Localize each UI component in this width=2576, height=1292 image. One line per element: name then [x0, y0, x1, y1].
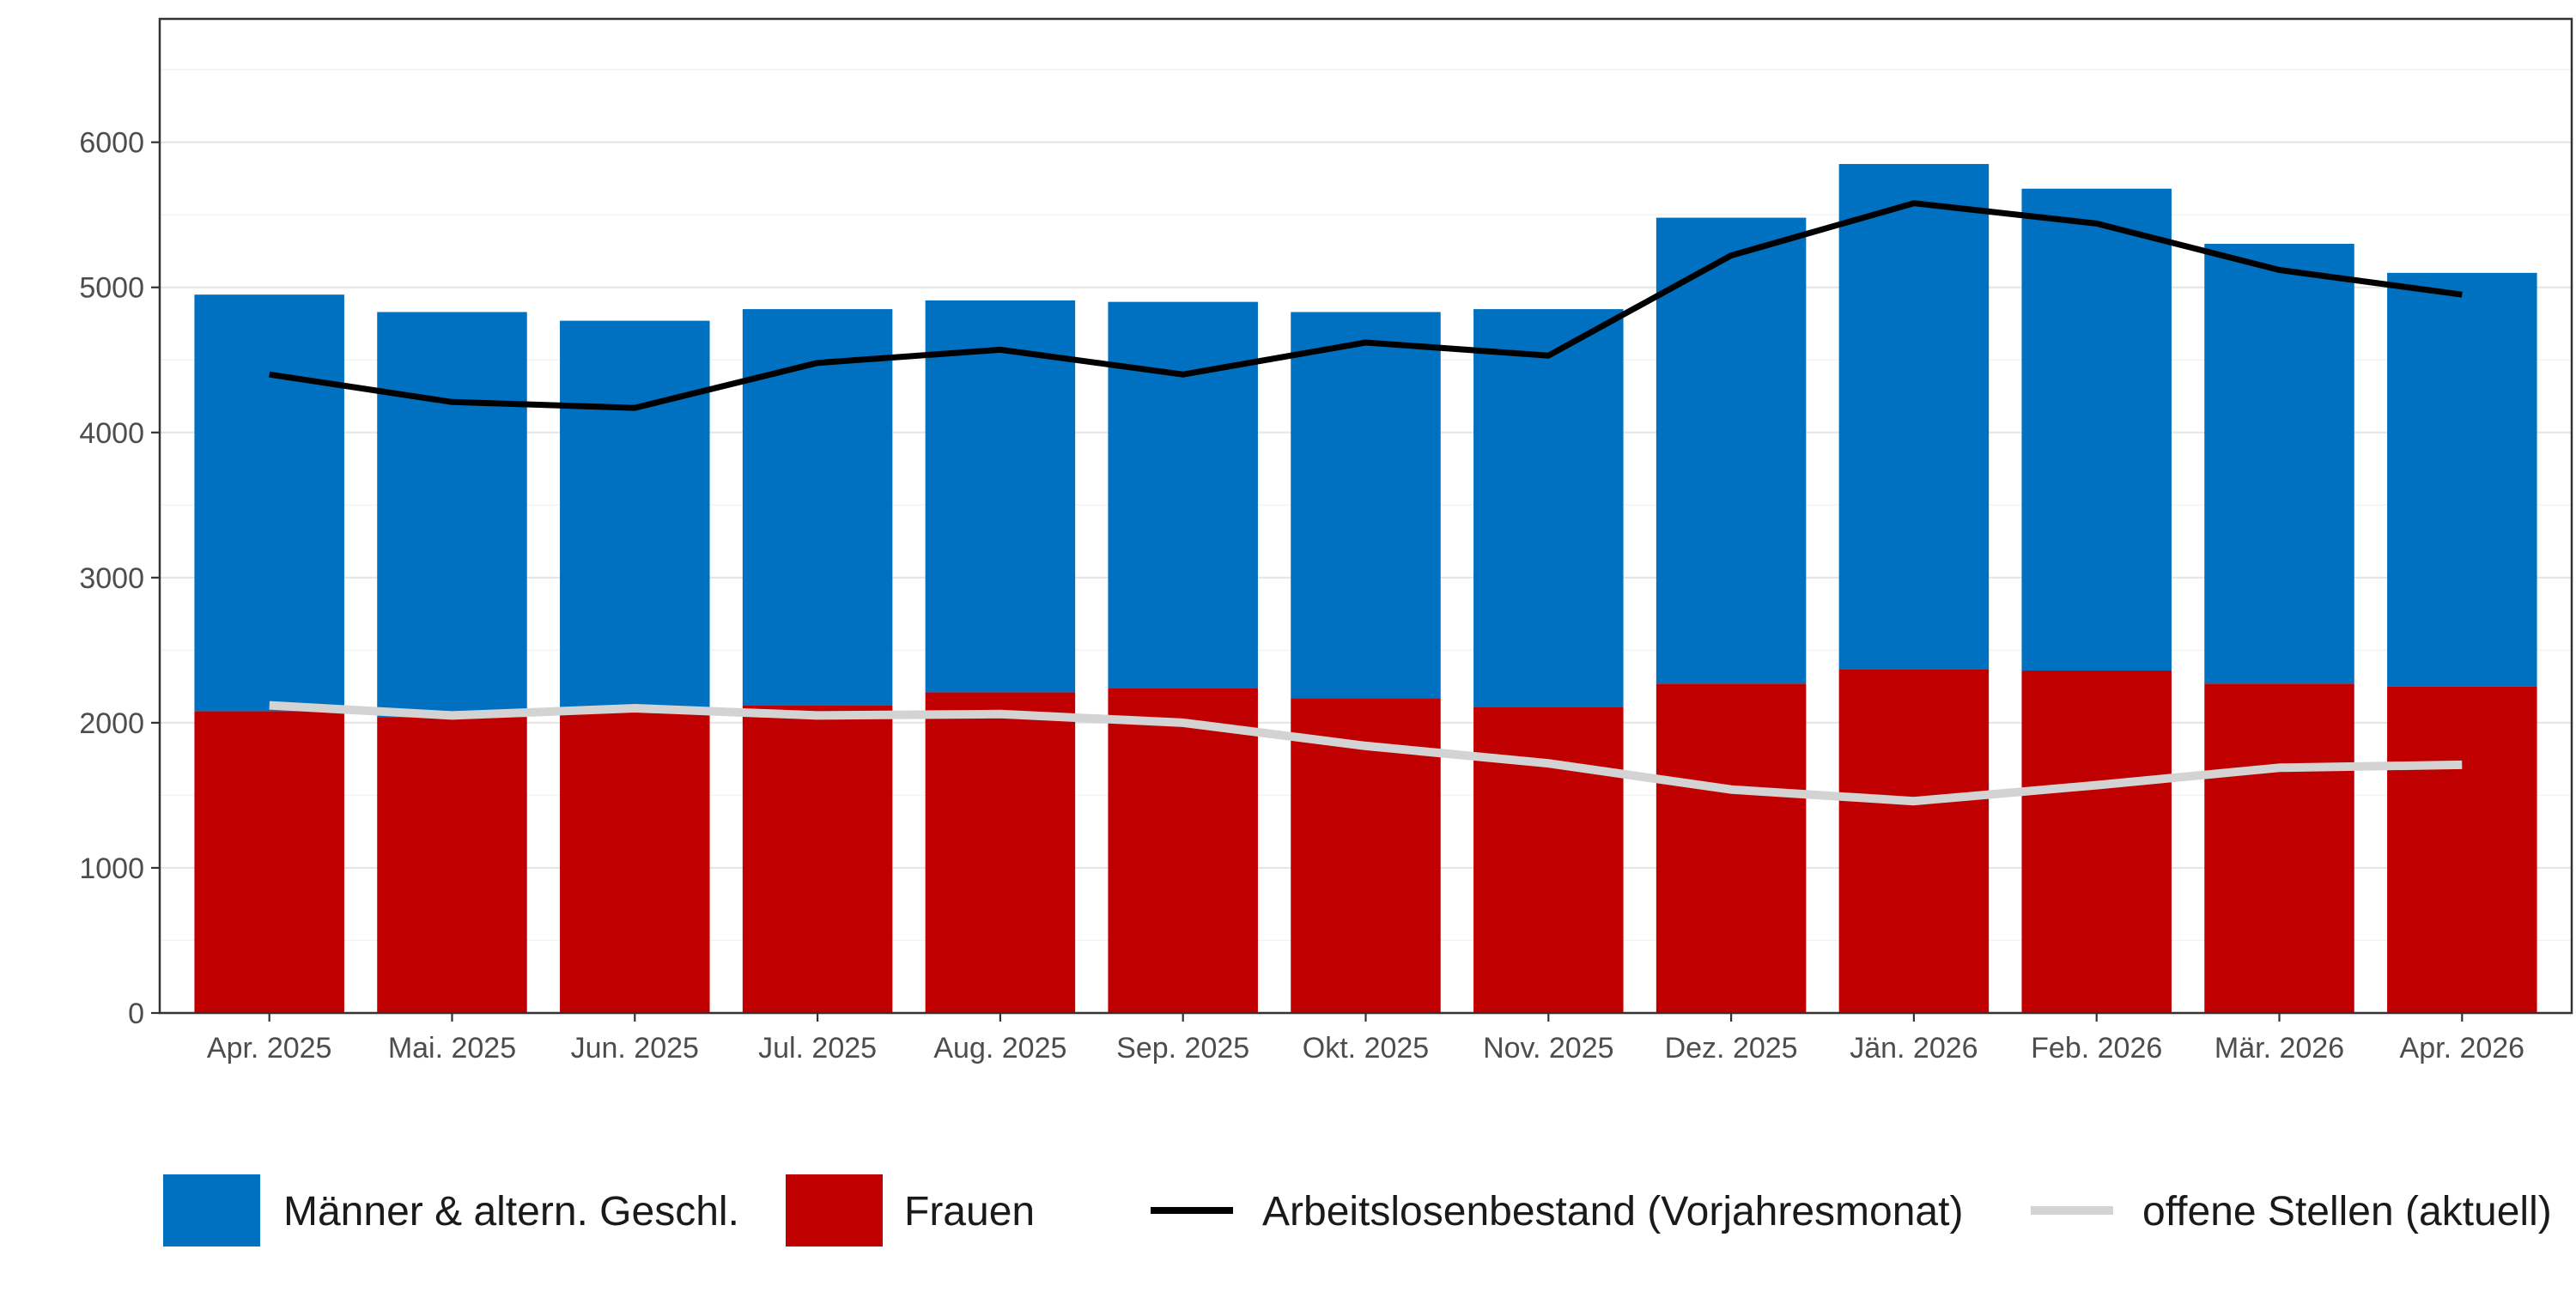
bar-manner-altern-geschl-mai-2025: [377, 312, 527, 718]
x-tick-label: Apr. 2025: [207, 1032, 332, 1065]
bars: [194, 164, 2537, 1013]
bar-manner-altern-geschl-aug-2025: [925, 300, 1076, 693]
legend-label-offene-stellen-aktuell: offene Stellen (aktuell): [2142, 1189, 2552, 1234]
y-tick-label: 3000: [79, 562, 144, 595]
x-tick-label: Nov. 2025: [1483, 1032, 1613, 1065]
bar-frauen-feb-2026: [2021, 670, 2172, 1013]
line-offene-stellen-aktuell: [269, 701, 2463, 806]
bar-manner-altern-geschl-mar-2026: [2204, 244, 2354, 684]
bar-frauen-dez-2025: [1656, 683, 1807, 1013]
line-arbeitslosenbestand-vorjahresmonat: [269, 200, 2463, 411]
bar-frauen-apr-2026: [2387, 686, 2537, 1013]
bar-manner-altern-geschl-okt-2025: [1291, 312, 1441, 699]
bar-frauen-nov-2025: [1473, 707, 1624, 1013]
y-tick-label: 2000: [79, 707, 144, 740]
bar-frauen-jun-2025: [560, 711, 710, 1013]
bar-manner-altern-geschl-apr-2026: [2387, 272, 2537, 687]
bar-frauen-mai-2025: [377, 717, 527, 1013]
legend-label-frauen: Frauen: [904, 1189, 1035, 1234]
bar-manner-altern-geschl-sep-2025: [1108, 301, 1258, 688]
series-lines: [269, 200, 2463, 806]
x-tick-label: Apr. 2026: [2400, 1032, 2525, 1065]
bar-manner-altern-geschl-apr-2025: [194, 294, 344, 712]
legend-label-manner-altern-geschl: Männer & altern. Geschl.: [283, 1189, 739, 1234]
bar-manner-altern-geschl-nov-2025: [1473, 309, 1624, 707]
x-tick-label: Jän. 2026: [1850, 1032, 1978, 1065]
y-tick-label: 0: [128, 998, 144, 1030]
x-tick-label: Mär. 2026: [2215, 1032, 2344, 1065]
y-tick-label: 1000: [79, 852, 144, 885]
bar-frauen-sep-2025: [1108, 688, 1258, 1013]
bar-frauen-jul-2025: [742, 705, 893, 1013]
bar-frauen-aug-2025: [925, 692, 1076, 1013]
axes: 0 1000 2000 3000 4000 5000 6000 Apr. 2025 Mai. 2…: [79, 127, 2524, 1065]
bar-manner-altern-geschl-jun-2025: [560, 320, 710, 712]
x-tick-label: Mai. 2025: [388, 1032, 516, 1065]
bar-frauen-mar-2026: [2204, 683, 2354, 1013]
legend: Männer & altern. Geschl. Frauen Arbeitslos…: [163, 1174, 2552, 1247]
legend-key-frauen: [786, 1174, 883, 1247]
x-tick-label: Okt. 2025: [1303, 1032, 1429, 1065]
x-tick-label: Sep. 2025: [1116, 1032, 1249, 1065]
x-tick-label: Feb. 2026: [2031, 1032, 2162, 1065]
bar-frauen-jan-2026: [1838, 669, 1990, 1013]
bar-frauen-apr-2025: [194, 711, 344, 1013]
x-tick-label: Aug. 2025: [933, 1032, 1066, 1065]
legend-label-arbeitslosenbestand-vorjahresmonat: Arbeitslosenbestand (Vorjahresmonat): [1262, 1189, 1963, 1234]
bar-manner-altern-geschl-feb-2026: [2021, 188, 2172, 671]
x-tick-label: Jun. 2025: [571, 1032, 699, 1065]
y-tick-label: 5000: [79, 272, 144, 305]
y-tick-label: 6000: [79, 127, 144, 160]
legend-key-manner-altern-geschl: [163, 1174, 260, 1247]
bar-manner-altern-geschl-dez-2025: [1656, 217, 1807, 684]
bar-manner-altern-geschl-jul-2025: [742, 309, 893, 706]
y-tick-label: 4000: [79, 417, 144, 450]
bar-manner-altern-geschl-jan-2026: [1838, 164, 1990, 670]
x-tick-label: Dez. 2025: [1665, 1032, 1798, 1065]
x-tick-label: Jul. 2025: [758, 1032, 877, 1065]
